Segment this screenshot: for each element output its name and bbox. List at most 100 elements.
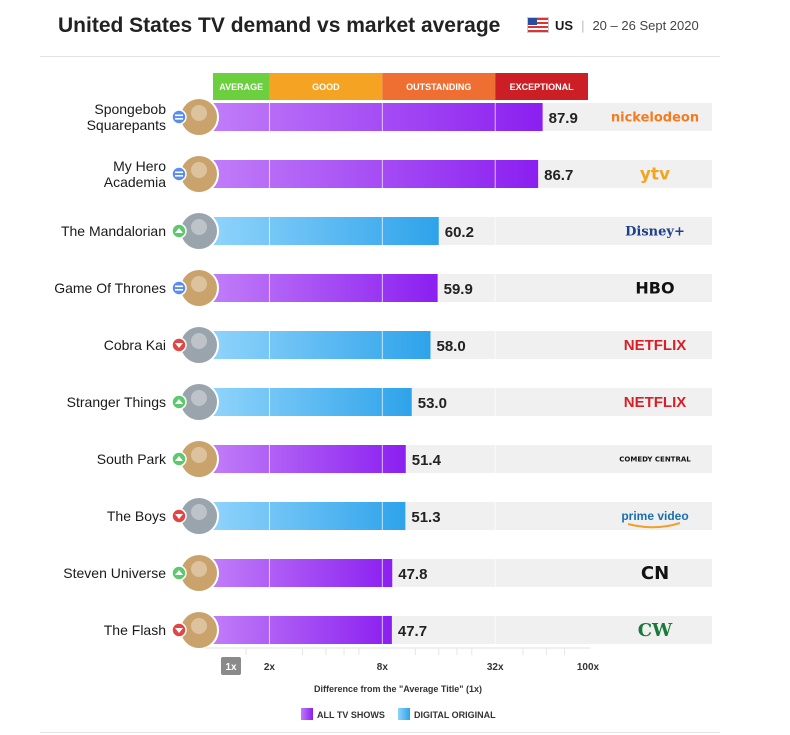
avatar-face (191, 219, 207, 235)
bar (213, 445, 406, 473)
network-logo: COMEDY CENTRAL (619, 455, 691, 463)
show-avatar-icon (179, 439, 219, 479)
trend-arrow-up (175, 399, 183, 404)
show-title: South Park (97, 451, 167, 467)
band-exceptional (495, 73, 588, 100)
trend-equal-line (175, 285, 183, 288)
trend-down-icon (171, 337, 187, 353)
trend-same-icon (171, 166, 187, 182)
show-title: My Hero (113, 158, 166, 174)
show-title: The Boys (107, 508, 166, 524)
value-label: 59.9 (444, 281, 473, 298)
bar-row: 47.8 Steven Universe CN (63, 553, 712, 593)
show-avatar-icon (179, 496, 219, 536)
bar (213, 160, 539, 188)
avatar-face (191, 162, 207, 178)
show-avatar-icon (179, 268, 219, 308)
x-tick-label: 8x (377, 662, 389, 673)
trend-same-icon (171, 109, 187, 125)
network-logo: prime video (621, 509, 688, 523)
band-average (213, 73, 270, 100)
bar-row: 60.2 The Mandalorian Disney+ (61, 211, 712, 251)
trend-badge (171, 280, 187, 296)
show-avatar-icon (179, 154, 219, 194)
gridlines (268, 100, 496, 645)
value-label: 47.8 (398, 566, 427, 583)
x-tick-label: 1x (225, 662, 237, 673)
date-range: 20 – 26 Sept 2020 (592, 17, 699, 33)
trend-up-icon (171, 394, 187, 410)
value-label: 51.4 (412, 452, 442, 469)
band-label: EXCEPTIONAL (510, 82, 575, 92)
value-label: 86.7 (544, 167, 573, 184)
trend-badge (171, 109, 187, 125)
show-avatar-icon (179, 382, 219, 422)
trend-down-icon (171, 508, 187, 524)
prime-smile-icon (627, 522, 681, 529)
value-label: 87.9 (549, 110, 578, 127)
avatar-face (191, 618, 207, 634)
bar (213, 616, 392, 644)
band-label: OUTSTANDING (406, 82, 471, 92)
value-label: 47.7 (398, 623, 427, 640)
x-axis: 1x 2x 8x 32x 100x Difference from the "Averag… (205, 647, 600, 694)
bar-row: 51.3 The Boys prime video (107, 496, 712, 536)
trend-arrow-down (175, 628, 183, 633)
value-label: 51.3 (411, 509, 440, 526)
trend-up-icon (171, 451, 187, 467)
bar-row: 47.7 The Flash CW (104, 610, 712, 650)
trend-same-icon (171, 280, 187, 296)
value-label: 58.0 (437, 338, 466, 355)
legend-swatch-all (301, 708, 313, 720)
trend-equal-line (175, 118, 183, 120)
trend-equal-line (175, 114, 183, 117)
header-separator: | (581, 17, 585, 33)
trend-badge (171, 166, 187, 182)
region-date-info: US | 20 – 26 Sept 2020 (527, 17, 699, 33)
trend-arrow-down (175, 343, 183, 348)
bar-row: 53.0 Stranger Things NETFLIX (67, 382, 712, 422)
avatar-face (191, 504, 207, 520)
network-logo: HBO (635, 278, 674, 297)
show-avatar-icon (179, 325, 219, 365)
us-flag-icon (527, 17, 549, 33)
x-tick-label: 100x (577, 662, 600, 673)
trend-equal-line (175, 171, 183, 174)
network-logo: ytv (640, 165, 670, 185)
avatar-face (191, 105, 207, 121)
legend: ALL TV SHOWS DIGITAL ORIGINAL (301, 708, 496, 720)
network-logo: Disney+ (625, 224, 685, 239)
band-label: GOOD (312, 82, 340, 92)
show-title: Spongebob (94, 101, 166, 117)
show-title: Cobra Kai (104, 337, 166, 353)
x-tick-label: 2x (264, 662, 276, 673)
show-title: Stranger Things (67, 394, 166, 410)
show-title: Academia (104, 174, 166, 190)
bar (213, 502, 406, 530)
show-title: The Flash (104, 622, 166, 638)
show-title: Squarepants (87, 117, 166, 133)
bar (213, 559, 393, 587)
trend-arrow-up (175, 570, 183, 575)
value-label: 60.2 (445, 224, 474, 241)
network-logo: nickelodeon (611, 110, 699, 125)
show-title: The Mandalorian (61, 223, 166, 239)
trend-equal-line (175, 289, 183, 291)
performance-bands: AVERAGE GOOD OUTSTANDING EXCEPTIONAL (213, 73, 588, 100)
chart-title: United States TV demand vs market averag… (58, 14, 501, 37)
trend-down-icon (171, 622, 187, 638)
legend-swatch-digital (398, 708, 410, 720)
legend-label: ALL TV SHOWS (317, 710, 385, 720)
bottom-divider (40, 732, 720, 733)
show-avatar-icon (179, 211, 219, 251)
bar (213, 217, 439, 245)
bar (213, 103, 543, 131)
bar (213, 331, 431, 359)
trend-up-icon (171, 223, 187, 239)
network-logo: CW (638, 620, 673, 641)
network-logo: NETFLIX (624, 337, 687, 354)
